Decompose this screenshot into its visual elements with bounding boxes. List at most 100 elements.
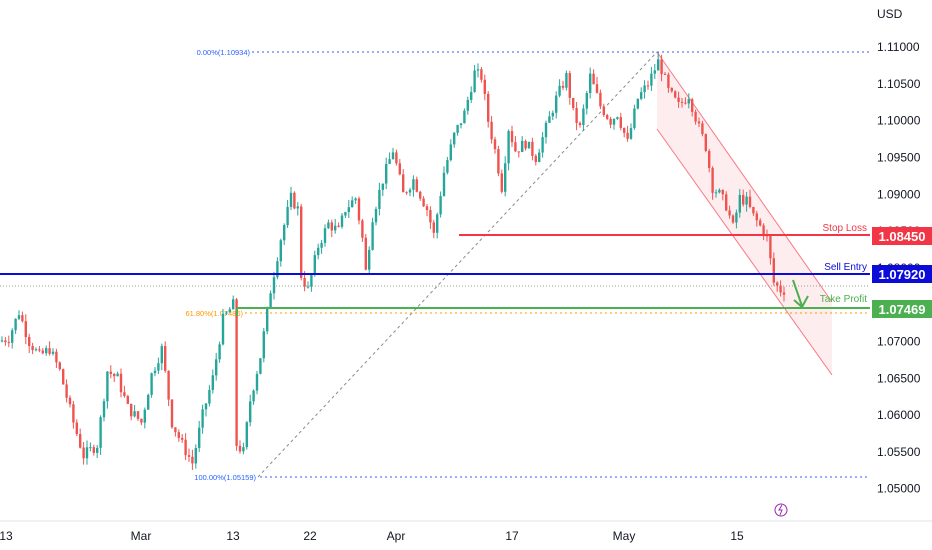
candle bbox=[215, 352, 218, 381]
candle bbox=[568, 70, 571, 105]
candle bbox=[201, 404, 204, 434]
candle bbox=[106, 370, 109, 409]
take-profit-label: Take Profit bbox=[820, 294, 867, 305]
candle bbox=[68, 395, 72, 408]
candle bbox=[731, 214, 735, 224]
x-tick-label: Apr bbox=[387, 529, 406, 543]
descending-channel bbox=[656, 51, 833, 376]
candle bbox=[337, 222, 340, 228]
candle bbox=[483, 74, 486, 101]
candle bbox=[293, 191, 296, 210]
time-axis[interactable]: 13 Mar 13 22 Apr 17 May 15 bbox=[0, 520, 932, 543]
candle bbox=[558, 79, 561, 98]
candle bbox=[296, 202, 299, 216]
candle bbox=[170, 399, 174, 429]
currency-label: USD bbox=[877, 7, 903, 21]
candle bbox=[735, 209, 738, 229]
candle bbox=[510, 125, 514, 147]
candle bbox=[378, 182, 381, 216]
candle bbox=[38, 346, 41, 353]
candle bbox=[41, 348, 44, 355]
candle bbox=[4, 337, 7, 346]
candle bbox=[381, 183, 384, 197]
candle bbox=[245, 420, 248, 450]
candle bbox=[72, 400, 75, 429]
candle bbox=[432, 219, 435, 239]
candle bbox=[415, 176, 418, 193]
svg-text:1.08450: 1.08450 bbox=[879, 229, 926, 244]
candle bbox=[269, 290, 272, 308]
y-tick-label: 1.09500 bbox=[877, 151, 921, 165]
candle bbox=[11, 328, 14, 349]
candle bbox=[578, 121, 582, 128]
candle bbox=[463, 108, 466, 124]
candle bbox=[561, 80, 565, 90]
price-axis[interactable]: USD 1.11000 1.10500 1.10000 1.09500 1.09000 1… bbox=[871, 0, 932, 521]
candle bbox=[531, 137, 534, 161]
candle bbox=[184, 433, 187, 461]
candle bbox=[79, 428, 82, 449]
candle bbox=[592, 69, 595, 85]
candle bbox=[48, 341, 51, 356]
candle bbox=[677, 91, 680, 108]
candle bbox=[595, 76, 599, 94]
y-tick-label: 1.09000 bbox=[877, 187, 921, 201]
candle bbox=[198, 420, 201, 453]
candle bbox=[408, 187, 412, 197]
candle bbox=[232, 295, 235, 310]
candle bbox=[249, 394, 252, 427]
candle bbox=[374, 206, 378, 226]
candle bbox=[28, 333, 31, 354]
candle bbox=[626, 125, 629, 142]
candle bbox=[45, 345, 48, 356]
candle bbox=[565, 70, 568, 91]
candle bbox=[7, 335, 10, 348]
candle bbox=[718, 188, 721, 194]
candle bbox=[633, 104, 636, 130]
candle bbox=[548, 111, 551, 123]
candle bbox=[357, 196, 361, 225]
candle bbox=[123, 385, 126, 398]
fib-label-0: 0.00%(1.10934) bbox=[197, 48, 251, 57]
sell-entry-badge: 1.07920 bbox=[872, 265, 932, 283]
candle bbox=[252, 389, 255, 405]
x-tick-label: 13 bbox=[226, 529, 240, 543]
fib-label-61-8: 61.80%(1.07486) bbox=[185, 309, 243, 318]
lightning-icon[interactable] bbox=[774, 503, 788, 517]
candle bbox=[575, 101, 578, 131]
candle bbox=[92, 444, 95, 456]
y-tick-label: 1.06000 bbox=[877, 408, 921, 422]
candle bbox=[266, 306, 269, 335]
candle bbox=[490, 115, 493, 144]
candle bbox=[538, 148, 541, 163]
target-arrow bbox=[792, 279, 809, 309]
candle bbox=[663, 72, 667, 75]
candle bbox=[385, 157, 388, 190]
x-tick-label: 22 bbox=[303, 529, 317, 543]
candle bbox=[310, 273, 313, 292]
candle bbox=[772, 252, 775, 286]
candle bbox=[153, 367, 157, 377]
candle bbox=[660, 54, 663, 82]
candle bbox=[769, 235, 772, 265]
candle bbox=[456, 124, 459, 136]
candle bbox=[368, 246, 371, 274]
candle bbox=[0, 336, 4, 343]
candle bbox=[534, 153, 537, 166]
candle bbox=[51, 348, 55, 356]
candle bbox=[636, 98, 639, 110]
candle bbox=[395, 149, 398, 166]
candle bbox=[470, 86, 473, 104]
candle bbox=[255, 370, 259, 395]
candle bbox=[24, 314, 27, 345]
candle bbox=[762, 223, 765, 241]
candle bbox=[262, 327, 265, 363]
y-tick-label: 1.10500 bbox=[877, 77, 921, 91]
sell-entry-label: Sell Entry bbox=[824, 262, 867, 273]
candle bbox=[524, 139, 527, 151]
candle bbox=[55, 348, 58, 368]
candle bbox=[187, 448, 191, 462]
candle bbox=[449, 139, 452, 162]
y-tick-label: 1.06500 bbox=[877, 371, 921, 385]
candle bbox=[21, 311, 24, 323]
